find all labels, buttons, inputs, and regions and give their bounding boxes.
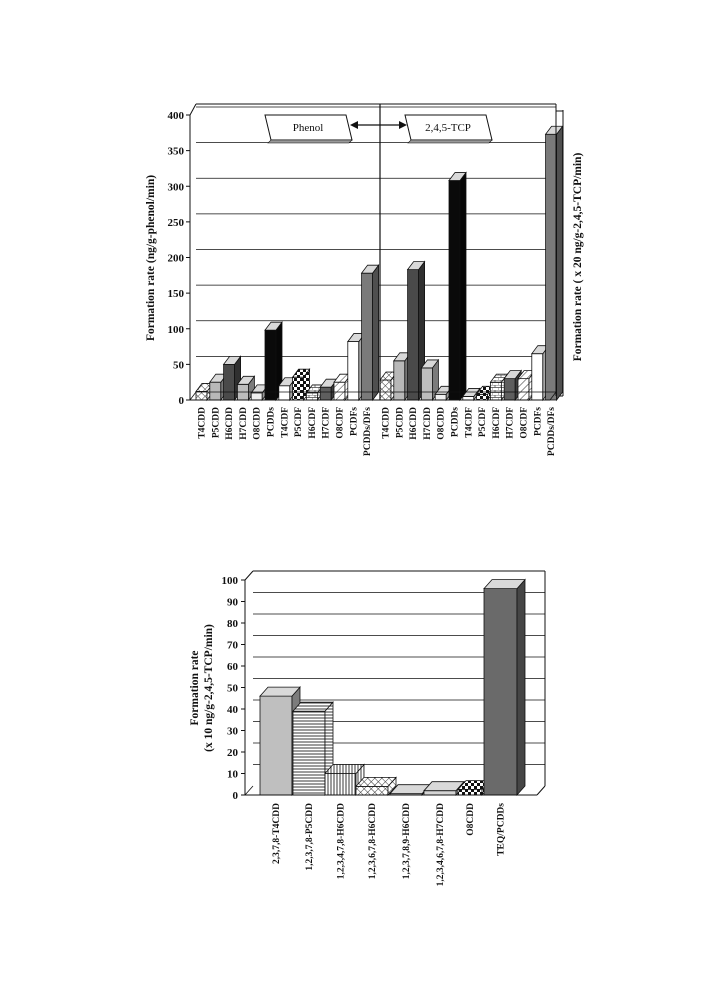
chart-1-y-label: Formation rate (ng/g-phenol/min) — [145, 175, 157, 341]
bar-TEQ/PCDDs — [483, 578, 526, 797]
category-label: H7CDD — [423, 407, 433, 440]
chart-1-bars — [195, 125, 564, 402]
bar-PCDDs — [264, 320, 283, 402]
category-label: O8CDD — [253, 407, 263, 440]
chart-1-floor-left — [189, 391, 197, 401]
y-tick-label: 200 — [168, 253, 185, 265]
y-tick-label: 10 — [227, 769, 239, 781]
category-label: 1,2,3,6,7,8-H6CDD — [368, 803, 378, 879]
y-tick-label: 100 — [222, 575, 239, 587]
category-label: 2,3,7,8-T4CDD — [272, 803, 282, 864]
y-tick-label: 400 — [168, 110, 185, 122]
y-tick-label: 20 — [227, 747, 239, 759]
chart-2-back-left — [244, 570, 254, 581]
category-label: H7CDF — [506, 407, 516, 439]
y-tick-label: 40 — [227, 704, 239, 716]
category-label: PCDFs — [349, 407, 359, 436]
category-label: P5CDD — [395, 407, 405, 438]
y-tick-label: 30 — [227, 726, 239, 738]
category-label: H6CDF — [492, 407, 502, 439]
chart-2-floor-left — [244, 785, 254, 796]
y-tick-label: 50 — [227, 683, 239, 695]
chart-1-right-y-label: Formation rate ( x 20 ng/g-2,4,5-TCP/min… — [572, 153, 584, 362]
category-label: O8CDF — [520, 407, 530, 439]
chart-2-y-label-line2: (x 10 ng/g-2,4,5-TCP/min) — [203, 624, 215, 752]
bar-PCDDs — [448, 171, 467, 402]
category-label: H6CDD — [409, 407, 419, 440]
panel-label-phenol: Phenol — [264, 114, 353, 144]
category-label: 1,2,3,7,8-P5CDD — [305, 803, 315, 871]
category-label: H6CDD — [225, 407, 235, 440]
category-label: PCDDs/DFs — [547, 407, 557, 456]
y-tick-label: 50 — [173, 359, 185, 371]
category-label: O8CDF — [336, 407, 346, 439]
chart-2-y-ticks: 0 10 20 30 40 50 60 70 80 90 100 — [222, 575, 245, 802]
category-label: T4CDF — [280, 407, 290, 438]
chart-1-back-wall-left — [189, 103, 197, 116]
y-tick-label: 80 — [227, 618, 239, 630]
panel-label-tcp-text: 2,4,5-TCP — [425, 122, 471, 134]
category-label: PCDFs — [533, 407, 543, 436]
y-tick-label: 250 — [168, 217, 185, 229]
y-tick-label: 350 — [168, 146, 185, 158]
category-label: TEQ/PCDDs — [497, 803, 507, 856]
chart-2-category-labels: 2,3,7,8-T4CDD 1,2,3,7,8-P5CDD 1,2,3,4,7,8-… — [272, 803, 507, 887]
bar-PCDDs/DFs — [360, 263, 380, 402]
panel-label-phenol-text: Phenol — [293, 122, 324, 134]
panel-label-tcp: 2,4,5-TCP — [404, 114, 493, 144]
category-label: O8CDD — [466, 803, 476, 836]
y-tick-label: 300 — [168, 181, 185, 193]
category-label: P5CDF — [294, 407, 304, 437]
chart-2-floor-right — [536, 785, 546, 796]
chart-2-bars — [259, 578, 526, 797]
category-label: PCDDs/DFs — [363, 407, 373, 456]
category-label: 1,2,3,4,7,8-H6CDD — [337, 803, 347, 879]
bar-PCDDs/DFs — [544, 125, 564, 402]
y-tick-label: 70 — [227, 640, 239, 652]
bar-1,2,3,6,7,8-H6CDD — [355, 776, 397, 797]
chart-1-y-ticks: 0 50 100 150 200 250 300 350 400 — [168, 110, 190, 407]
double-arrow — [350, 121, 407, 129]
category-label: T4CDD — [198, 407, 208, 439]
category-label: 1,2,3,4,6,7,8-H7CDD — [436, 803, 446, 887]
y-tick-label: 0 — [179, 395, 185, 407]
category-label: H7CDF — [322, 407, 332, 439]
y-tick-label: 60 — [227, 661, 239, 673]
bar-1,2,3,7,8-P5CDD — [292, 701, 334, 797]
y-tick-label: 100 — [168, 324, 185, 336]
category-label: P5CDD — [211, 407, 221, 438]
category-label: H6CDF — [308, 407, 318, 439]
y-tick-label: 90 — [227, 597, 239, 609]
y-tick-label: 0 — [233, 790, 239, 802]
category-label: PCDDs — [451, 407, 461, 437]
category-label: O8CDD — [437, 407, 447, 440]
chart-2-y-label: Formation rate — [189, 650, 201, 725]
category-label: P5CDF — [478, 407, 488, 437]
category-label: 1,2,3,7,8,9-H6CDD — [402, 803, 412, 879]
category-label: T4CDD — [382, 407, 392, 439]
chart-1-floor-right — [549, 391, 557, 401]
chart-2: 0 10 20 30 40 50 60 70 80 90 100 2,3,7,8-T4CDD 1,2,… — [189, 570, 546, 887]
category-label: PCDDs — [267, 407, 277, 437]
bar-H7CDD — [420, 358, 440, 402]
category-label: T4CDF — [464, 407, 474, 438]
chart-1-category-labels: T4CDD P5CDD H6CDD H7CDD O8CDD PCDDs T4CDF P5CDF… — [198, 407, 558, 456]
category-label: H7CDD — [239, 407, 249, 440]
bar-1,2,3,4,7,8-H6CDD — [324, 763, 365, 797]
y-tick-label: 150 — [168, 288, 185, 300]
